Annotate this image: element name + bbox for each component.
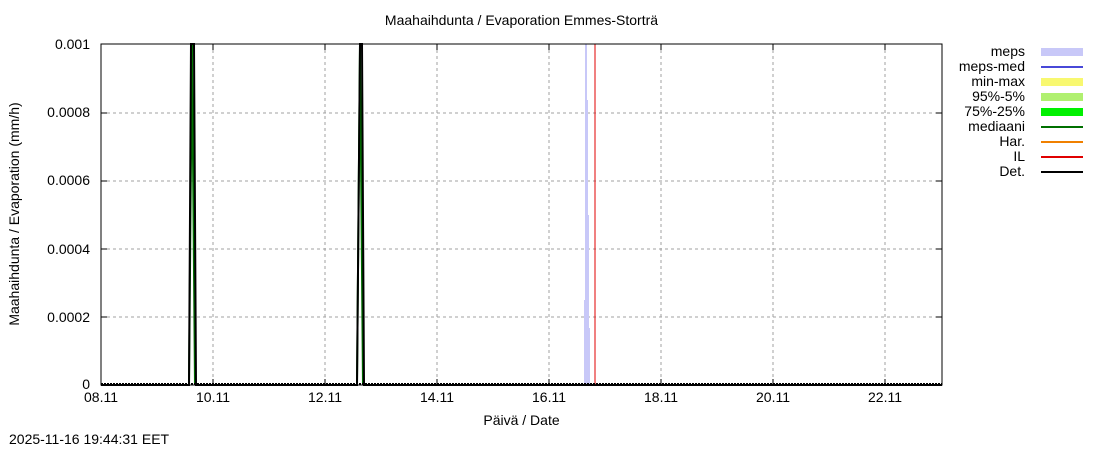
legend-item-har: Har. [945,134,1090,149]
x-axis-label: Päivä / Date [483,412,560,428]
x-tick-label: 16.11 [532,389,566,405]
y-tick-label: 0 [82,376,90,392]
y-tick-label: 0.0008 [47,104,90,120]
legend-item-meps: meps [945,44,1090,59]
x-tick-label: 18.11 [644,389,678,405]
meps-band [584,44,590,385]
il-swatch [1041,156,1083,158]
legend-item-il: IL [945,149,1090,164]
p95-5-swatch [1041,93,1083,101]
x-tick-label: 10.11 [196,389,230,405]
legend-item-det: Det. [945,164,1090,179]
p75-25-swatch [1041,108,1083,116]
legend-item-mediaani: mediaani [945,119,1090,134]
y-tick-label: 0.001 [54,36,90,52]
x-tick-label: 22.11 [868,389,902,405]
mediaani-swatch [1041,126,1083,128]
x-tick-label: 12.11 [308,389,342,405]
generated-timestamp: 2025-11-16 19:44:31 EET [9,431,170,447]
det-swatch [1041,171,1083,173]
x-tick-label: 20.11 [756,389,790,405]
y-tick-label: 0.0002 [47,309,90,325]
legend-item-min-max: min-max [945,74,1090,89]
grid [101,44,942,385]
har-swatch [1041,141,1083,143]
legend-item-95-5: 95%-5% [945,89,1090,104]
min-max-swatch [1041,78,1083,86]
x-tick-label: 08.11 [84,389,118,405]
plot-frame [100,43,943,386]
y-tick-label: 0.0004 [47,241,90,257]
y-tick-label: 0.0006 [47,172,90,188]
det-line [101,43,942,386]
x-tick-label: 14.11 [420,389,454,405]
meps-swatch [1041,48,1083,56]
legend-item-75-25: 75%-25% [945,104,1090,119]
legend-item-meps-med: meps-med [945,59,1090,74]
mediaani-line [188,43,364,386]
meps-med-swatch [1041,66,1083,68]
chart-title: Maahaihdunta / Evaporation Emmes-Storträ [384,12,659,28]
